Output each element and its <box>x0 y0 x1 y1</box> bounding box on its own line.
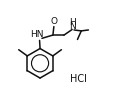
Text: H: H <box>70 18 76 27</box>
Text: O: O <box>50 17 57 26</box>
Text: HCl: HCl <box>70 74 87 83</box>
Text: HN: HN <box>30 30 44 39</box>
Text: N: N <box>70 22 76 31</box>
